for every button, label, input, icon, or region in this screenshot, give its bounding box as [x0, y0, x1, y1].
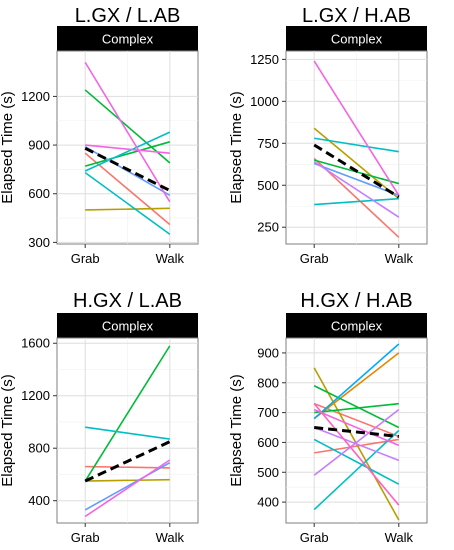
series-line: [314, 438, 399, 454]
y-tick-label: 500: [257, 178, 279, 193]
series-line: [84, 89, 171, 164]
y-tick-label: 250: [257, 220, 279, 235]
panel-title: H.GX / H.AB: [300, 290, 412, 312]
y-tick-label: 400: [28, 493, 50, 508]
series-line: [85, 478, 170, 482]
chart-panel: L.GX / H.AB Complex 250 500 750 1000 1250 Grab W…: [228, 5, 428, 266]
panel-title: L.GX / L.AB: [75, 5, 181, 27]
y-axis-label: Elapsed Time (s): [0, 374, 16, 487]
y-tick-label: 750: [257, 136, 279, 151]
x-tick-label: Grab: [300, 251, 329, 266]
x-tick-label: Walk: [156, 251, 185, 266]
facet-strip: [286, 26, 427, 51]
facet-strip: [57, 26, 198, 51]
x-tick-label: Grab: [300, 530, 329, 545]
series-line: [313, 352, 400, 420]
facet-strip-label: Complex: [331, 32, 383, 47]
series-line: [313, 408, 400, 447]
y-tick-label: 1600: [21, 336, 50, 351]
y-tick-label: 700: [257, 405, 279, 420]
y-tick-label: 900: [28, 138, 50, 153]
panel-title: H.GX / L.AB: [73, 290, 182, 312]
y-tick-label: 1250: [250, 52, 279, 67]
y-tick-label: 600: [257, 435, 279, 450]
facet-strip-label: Complex: [331, 319, 383, 334]
series-line: [84, 131, 171, 172]
panel-title: L.GX / H.AB: [302, 5, 411, 27]
series-line: [313, 438, 400, 485]
series-line: [84, 61, 171, 203]
facet-strip-label: Complex: [102, 319, 154, 334]
series-line: [313, 60, 400, 196]
y-tick-label: 600: [28, 186, 50, 201]
y-tick-label: 1000: [250, 94, 279, 109]
chart-panel: L.GX / L.AB Complex 300 600 900 1200 Grab Walk E…: [0, 5, 199, 266]
series-line: [84, 459, 171, 518]
series-line: [84, 141, 171, 167]
y-tick-label: 500: [257, 465, 279, 480]
series-line: [84, 461, 171, 511]
x-tick-label: Walk: [385, 530, 414, 545]
x-tick-label: Walk: [385, 251, 414, 266]
series-line: [313, 408, 400, 476]
mean-series-line: [314, 426, 399, 438]
series-line: [313, 426, 400, 462]
y-axis-label: Elapsed Time (s): [228, 374, 245, 487]
chart-panel: H.GX / H.AB Complex 400 500 600 700 800 900 Grab…: [228, 290, 428, 545]
series-line: [85, 144, 170, 154]
series-line: [313, 343, 400, 420]
series-line: [85, 207, 170, 211]
y-tick-label: 900: [257, 345, 279, 360]
series-line: [84, 345, 171, 482]
y-axis-label: Elapsed Time (s): [228, 91, 245, 204]
x-tick-label: Walk: [156, 530, 185, 545]
series-line: [85, 426, 170, 440]
series-line: [313, 429, 400, 511]
mean-series-line: [84, 440, 171, 483]
series-line: [313, 161, 400, 218]
series-line: [314, 137, 399, 153]
mean-series-line: [84, 146, 171, 192]
series-line: [85, 465, 170, 469]
x-tick-label: Grab: [71, 251, 100, 266]
facet-strip: [286, 313, 427, 338]
y-tick-label: 300: [28, 235, 50, 250]
series-line: [313, 162, 400, 197]
y-axis-label: Elapsed Time (s): [0, 91, 16, 204]
series-line: [314, 197, 399, 206]
y-tick-label: 800: [257, 375, 279, 390]
series-line: [84, 171, 171, 235]
series-line: [313, 402, 400, 438]
x-tick-label: Grab: [71, 530, 100, 545]
chart-panel: H.GX / L.AB Complex 400 800 1200 1600 Grab Walk…: [0, 290, 199, 545]
y-tick-label: 400: [257, 495, 279, 510]
mean-series-line: [313, 143, 400, 199]
series-line: [314, 402, 399, 414]
facet-strip-label: Complex: [102, 32, 154, 47]
facet-strip: [57, 313, 198, 338]
y-tick-label: 800: [28, 441, 50, 456]
series-line: [313, 403, 400, 506]
y-tick-label: 1200: [21, 89, 50, 104]
y-tick-label: 1200: [21, 388, 50, 403]
